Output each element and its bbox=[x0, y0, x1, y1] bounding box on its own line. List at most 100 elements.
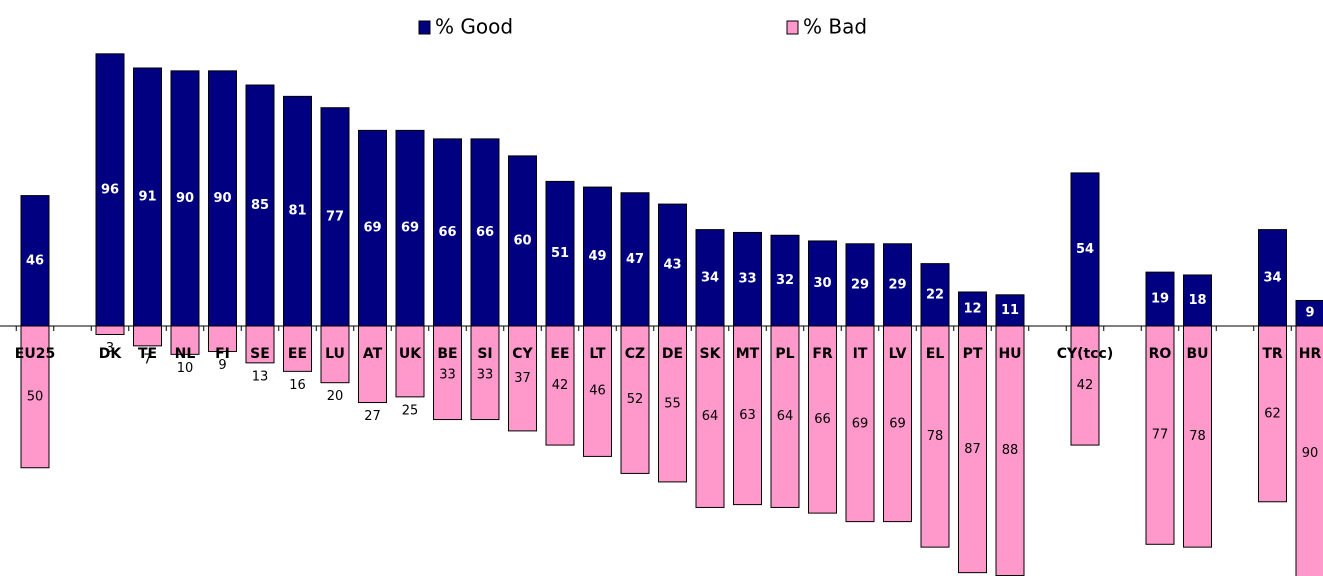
x-tick-label: DE bbox=[662, 346, 683, 362]
data-label: 62 bbox=[1264, 406, 1281, 421]
data-label: 18 bbox=[1188, 293, 1206, 308]
bar-bad bbox=[1258, 325, 1287, 503]
bar-bad bbox=[20, 325, 50, 469]
bar-good bbox=[920, 263, 950, 327]
data-label: 27 bbox=[364, 409, 381, 424]
data-label: 90 bbox=[176, 191, 194, 206]
data-label: 29 bbox=[888, 277, 906, 292]
data-label: 46 bbox=[26, 253, 44, 268]
data-label: 7 bbox=[143, 352, 151, 367]
bar-bad bbox=[1145, 325, 1175, 545]
data-label: 90 bbox=[213, 191, 231, 206]
bar-bad bbox=[395, 325, 425, 398]
bar-bad bbox=[883, 325, 912, 523]
data-label: 66 bbox=[438, 225, 456, 240]
data-label: 63 bbox=[739, 408, 756, 423]
x-tick-label: FI bbox=[215, 346, 230, 362]
data-label: 47 bbox=[626, 252, 644, 267]
bar-good bbox=[620, 192, 650, 327]
x-tick-label: DK bbox=[99, 346, 123, 362]
x-tick-label: LU bbox=[325, 346, 345, 362]
x-tick-label: RO bbox=[1149, 346, 1172, 362]
x-tick-label: EE bbox=[288, 346, 307, 362]
data-label: 22 bbox=[926, 287, 944, 302]
bar-bad bbox=[958, 325, 987, 574]
x-tick-label: CY(tcc) bbox=[1057, 346, 1114, 362]
data-label: 91 bbox=[138, 190, 156, 205]
data-label: 19 bbox=[1151, 292, 1169, 307]
data-label: 52 bbox=[627, 392, 644, 407]
data-label: 12 bbox=[963, 301, 981, 316]
bar-bad bbox=[658, 325, 687, 483]
x-tick-label: IT bbox=[853, 346, 868, 362]
data-label: 29 bbox=[851, 277, 869, 292]
bar-good bbox=[208, 70, 237, 327]
data-label: 78 bbox=[927, 429, 944, 444]
bar-good bbox=[808, 240, 837, 327]
bar-good bbox=[770, 234, 800, 327]
data-label: 96 bbox=[101, 182, 119, 197]
bar-good bbox=[245, 84, 275, 327]
x-tick-label: PT bbox=[963, 346, 983, 362]
data-label: 64 bbox=[702, 409, 719, 424]
data-label: 49 bbox=[588, 249, 606, 264]
data-label: 66 bbox=[476, 225, 494, 240]
bar-bad bbox=[620, 325, 650, 474]
bar-bad bbox=[808, 325, 837, 514]
bar-bad bbox=[583, 325, 612, 457]
data-label: 60 bbox=[513, 233, 531, 248]
x-tick-label: FR bbox=[812, 346, 833, 362]
bar-good bbox=[358, 129, 387, 327]
bar-good bbox=[883, 243, 912, 327]
x-tick-label: LT bbox=[589, 346, 606, 362]
data-label: 10 bbox=[177, 361, 194, 376]
bar-bad bbox=[470, 325, 500, 421]
x-tick-label: NL bbox=[175, 346, 196, 362]
data-label: 3 bbox=[106, 341, 114, 356]
bar-good bbox=[433, 138, 462, 327]
data-label: 54 bbox=[1076, 242, 1094, 257]
data-label: 78 bbox=[1189, 429, 1206, 444]
data-label: 46 bbox=[589, 384, 606, 399]
data-label: 33 bbox=[477, 368, 494, 383]
data-label: 33 bbox=[439, 368, 456, 383]
x-tick-label: SE bbox=[250, 346, 270, 362]
legend-label: % Bad bbox=[803, 15, 867, 39]
legend-label: % Good bbox=[435, 15, 513, 39]
bar-bad bbox=[133, 325, 162, 347]
bar-good bbox=[583, 186, 612, 327]
legend-swatch bbox=[786, 20, 799, 35]
bar-good bbox=[658, 203, 687, 327]
bar-good bbox=[545, 180, 575, 327]
bar-good bbox=[733, 231, 762, 327]
data-label: 66 bbox=[814, 412, 831, 427]
data-label: 69 bbox=[363, 221, 381, 236]
bar-bad bbox=[433, 325, 462, 421]
bar-bad bbox=[733, 325, 762, 506]
bar-good bbox=[1183, 274, 1212, 327]
bar-good bbox=[1070, 172, 1100, 327]
data-label: 50 bbox=[27, 389, 44, 404]
data-label: 69 bbox=[401, 221, 419, 236]
bar-bad bbox=[1070, 325, 1100, 446]
x-tick-label: SK bbox=[700, 346, 722, 362]
bar-bad bbox=[508, 325, 537, 432]
bar-good bbox=[1258, 229, 1287, 327]
data-label: 34 bbox=[1263, 270, 1281, 285]
bar-bad bbox=[1183, 325, 1212, 548]
bar-good bbox=[320, 107, 350, 327]
data-label: 25 bbox=[402, 403, 419, 418]
bar-good bbox=[1295, 299, 1323, 327]
data-label: 30 bbox=[813, 276, 831, 291]
data-label: 20 bbox=[327, 389, 344, 404]
data-label: 9 bbox=[218, 358, 226, 373]
x-tick-label: BE bbox=[437, 346, 457, 362]
bar-good bbox=[695, 229, 725, 327]
data-label: 88 bbox=[1002, 443, 1019, 458]
bar-good bbox=[170, 70, 200, 327]
data-label: 64 bbox=[777, 409, 794, 424]
x-tick-label: UK bbox=[399, 346, 422, 362]
data-label: 77 bbox=[1152, 428, 1169, 443]
x-tick-label: HU bbox=[998, 346, 1021, 362]
